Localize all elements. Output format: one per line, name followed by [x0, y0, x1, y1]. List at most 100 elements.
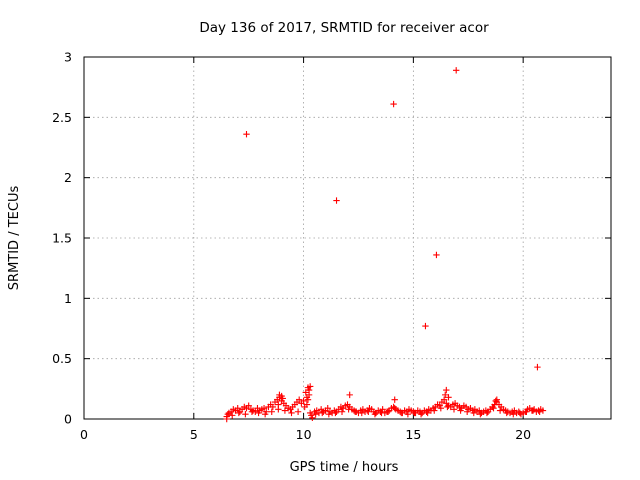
data-point: [440, 396, 448, 403]
y-tick-label: 0.5: [52, 351, 72, 366]
data-point: [442, 391, 449, 399]
data-point: [503, 409, 510, 417]
x-tick-label: 20: [515, 427, 531, 442]
data-point: [379, 406, 386, 413]
data-point: [371, 410, 379, 418]
data-point: [304, 396, 312, 403]
data-point: [404, 410, 412, 418]
data-point: [378, 409, 385, 417]
data-point: [268, 408, 275, 415]
data-point: [306, 383, 314, 390]
data-point: [303, 401, 311, 408]
data-point: [324, 404, 331, 412]
data-point: [493, 396, 501, 403]
x-axis: 0 5 10 15 20: [80, 427, 531, 442]
data-point: [235, 409, 243, 417]
y-tick-label: 3: [64, 50, 72, 65]
data-point: [463, 408, 471, 415]
data-point: [516, 409, 524, 417]
data-point: [351, 408, 359, 415]
x-tick-label: 5: [190, 427, 198, 442]
data-point: [248, 408, 256, 415]
data-point: [229, 412, 236, 419]
data-point: [358, 409, 365, 417]
data-point: [457, 407, 464, 414]
data-point: [483, 409, 491, 417]
data-point: [510, 410, 517, 418]
data-point: [490, 404, 497, 412]
data-point: [346, 391, 353, 399]
data-point: [260, 404, 268, 412]
data-point: [452, 67, 460, 74]
data-point: [275, 401, 282, 408]
x-tick-label: 15: [405, 427, 421, 442]
y-tick-label: 0: [64, 412, 72, 427]
data-point: [295, 396, 303, 403]
data-point: [300, 397, 307, 405]
data-point: [302, 389, 309, 396]
data-point: [384, 408, 392, 415]
data-point: [411, 409, 418, 417]
grid: [84, 57, 611, 419]
data-point: [305, 386, 313, 394]
data-point: [245, 402, 252, 409]
data-point: [223, 415, 230, 423]
data-point: [288, 409, 295, 417]
data-point: [417, 410, 425, 418]
y-tick-label: 2: [64, 170, 72, 185]
y-axis-title: SRMTID / TECUs: [7, 186, 22, 291]
data-point: [496, 407, 504, 414]
y-tick-label: 1: [64, 291, 72, 306]
data-point: [255, 409, 262, 417]
axis-ticks: [83, 56, 611, 420]
plot-area-border: [83, 56, 612, 420]
data-point: [437, 404, 445, 412]
data-point: [365, 408, 372, 415]
data-point: [398, 409, 405, 417]
data-point: [312, 410, 319, 418]
y-axis: 0 0.5 1 1.5 2 2.5 3: [52, 50, 72, 427]
y-tick-label: 1.5: [52, 231, 72, 246]
data-point: [445, 394, 452, 401]
data-point: [224, 410, 232, 418]
data-point: [492, 397, 499, 405]
x-tick-label: 10: [296, 427, 312, 442]
data-point: [444, 403, 451, 411]
data-point: [391, 396, 398, 403]
data-point: [261, 410, 269, 418]
y-tick-label: 2.5: [52, 110, 72, 125]
data-point: [325, 410, 333, 418]
data-point: [278, 392, 285, 400]
data-point: [433, 251, 440, 259]
data-point: [345, 406, 352, 413]
data-point: [269, 403, 277, 411]
data-point: [391, 404, 398, 412]
data-point: [431, 407, 438, 414]
data-point: [529, 407, 537, 414]
data-point: [470, 409, 477, 417]
data-point: [523, 408, 530, 415]
data-point: [539, 407, 547, 414]
data-point: [443, 386, 450, 394]
chart-title: Day 136 of 2017, SRMTID for receiver aco…: [199, 20, 489, 36]
data-point: [333, 197, 340, 204]
x-tick-label: 0: [80, 427, 88, 442]
data-point: [294, 408, 302, 415]
data-point: [390, 100, 397, 108]
data-point: [477, 410, 484, 418]
data-point: [242, 410, 249, 418]
x-axis-title: GPS time / hours: [290, 460, 399, 475]
data-point: [319, 409, 326, 417]
data-point: [424, 409, 431, 417]
data-point: [338, 408, 346, 415]
data-point: [234, 404, 241, 412]
data-point: [534, 363, 541, 371]
data-point: [450, 406, 458, 413]
data-point: [422, 322, 429, 330]
data-point: [243, 131, 250, 138]
data-point: [536, 408, 543, 415]
data-point: [309, 414, 316, 421]
data-point: [281, 407, 289, 414]
data-point: [332, 409, 339, 417]
